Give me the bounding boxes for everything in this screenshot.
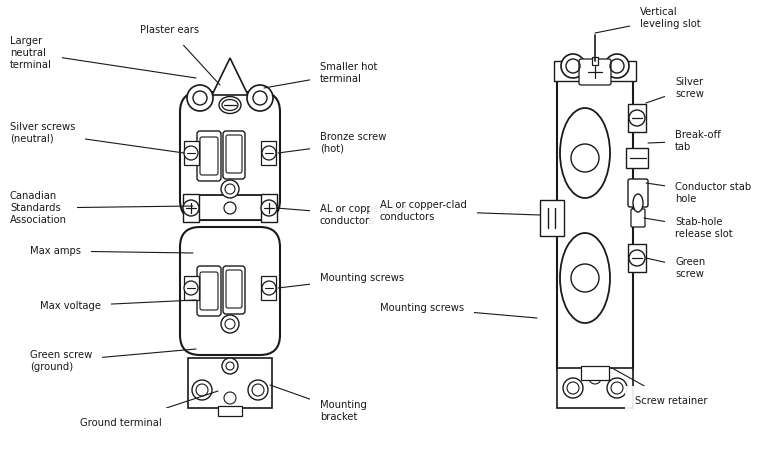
Circle shape xyxy=(629,250,645,266)
FancyBboxPatch shape xyxy=(223,266,245,314)
FancyBboxPatch shape xyxy=(557,78,633,373)
Ellipse shape xyxy=(560,108,610,198)
Text: Ground terminal: Ground terminal xyxy=(80,391,218,428)
Circle shape xyxy=(192,380,212,400)
FancyBboxPatch shape xyxy=(197,266,221,316)
Text: Smaller hot
terminal: Smaller hot terminal xyxy=(264,62,378,88)
Text: Mounting
bracket: Mounting bracket xyxy=(270,385,367,422)
Circle shape xyxy=(561,54,585,78)
Circle shape xyxy=(262,281,276,295)
Circle shape xyxy=(248,380,268,400)
Text: Vertical
leveling slot: Vertical leveling slot xyxy=(595,7,700,33)
Bar xyxy=(184,276,199,300)
Bar xyxy=(557,368,633,408)
FancyBboxPatch shape xyxy=(579,59,611,85)
Bar xyxy=(592,57,598,65)
Bar xyxy=(626,148,648,168)
FancyBboxPatch shape xyxy=(628,179,648,207)
Circle shape xyxy=(222,358,238,374)
Bar xyxy=(261,276,276,300)
Text: Plaster ears: Plaster ears xyxy=(140,25,220,85)
Ellipse shape xyxy=(633,194,643,212)
Text: Max voltage: Max voltage xyxy=(40,300,196,311)
Text: AL or copper-clad
conductors: AL or copper-clad conductors xyxy=(276,204,407,226)
Text: Mounting screws: Mounting screws xyxy=(380,303,537,318)
Circle shape xyxy=(563,378,583,398)
Text: Silver screws
(neutral): Silver screws (neutral) xyxy=(10,122,184,153)
Circle shape xyxy=(629,110,645,126)
Text: Canadian
Standards
Association: Canadian Standards Association xyxy=(10,192,193,225)
Circle shape xyxy=(571,144,599,172)
Circle shape xyxy=(221,315,239,333)
Circle shape xyxy=(607,378,627,398)
Text: Conductor stab
hole: Conductor stab hole xyxy=(646,182,751,204)
Bar xyxy=(184,141,199,165)
Circle shape xyxy=(224,202,236,214)
Text: Green screw
(ground): Green screw (ground) xyxy=(30,349,196,372)
Bar xyxy=(554,61,636,81)
FancyBboxPatch shape xyxy=(180,227,280,355)
FancyBboxPatch shape xyxy=(223,131,245,179)
Bar xyxy=(628,244,646,272)
Circle shape xyxy=(262,146,276,160)
Text: Bronze screw
(hot): Bronze screw (hot) xyxy=(278,132,386,154)
Bar xyxy=(261,194,277,222)
Text: Screw retainer: Screw retainer xyxy=(612,368,707,406)
Bar xyxy=(628,104,646,132)
Ellipse shape xyxy=(219,96,241,114)
Bar xyxy=(540,200,564,236)
Ellipse shape xyxy=(560,233,610,323)
Circle shape xyxy=(221,180,239,198)
Text: Silver
screw: Silver screw xyxy=(646,77,704,103)
Circle shape xyxy=(605,54,629,78)
Circle shape xyxy=(589,372,601,384)
Text: AL or copper-clad
conductors: AL or copper-clad conductors xyxy=(380,200,540,222)
Circle shape xyxy=(224,392,236,404)
FancyBboxPatch shape xyxy=(180,92,280,220)
Circle shape xyxy=(187,85,213,111)
Bar xyxy=(581,366,609,380)
Bar xyxy=(188,358,272,408)
Bar xyxy=(218,406,242,416)
Circle shape xyxy=(184,281,198,295)
Circle shape xyxy=(571,264,599,292)
Circle shape xyxy=(184,146,198,160)
Polygon shape xyxy=(212,58,248,95)
Text: Larger
neutral
terminal: Larger neutral terminal xyxy=(10,36,196,78)
Bar xyxy=(198,195,262,220)
Circle shape xyxy=(261,200,277,216)
FancyBboxPatch shape xyxy=(197,131,221,181)
Text: Break-off
tab: Break-off tab xyxy=(648,130,721,152)
Bar xyxy=(183,194,199,222)
FancyBboxPatch shape xyxy=(631,209,645,227)
Circle shape xyxy=(247,85,273,111)
Text: Stab-hole
release slot: Stab-hole release slot xyxy=(644,217,732,239)
Circle shape xyxy=(183,200,199,216)
Bar xyxy=(261,141,276,165)
Text: Max amps: Max amps xyxy=(30,246,193,256)
Text: Mounting screws: Mounting screws xyxy=(278,273,404,288)
Text: Green
screw: Green screw xyxy=(646,257,705,279)
